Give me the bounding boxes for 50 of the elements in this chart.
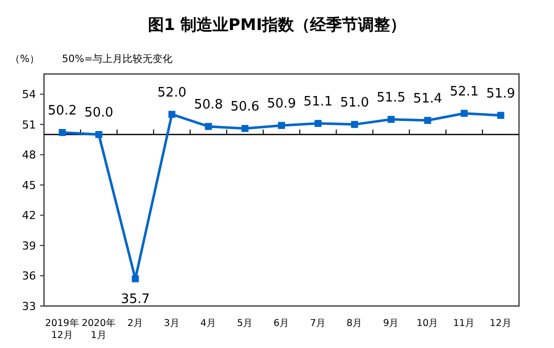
data-label: 51.4 — [413, 91, 442, 106]
data-label: 50.2 — [48, 104, 77, 119]
x-tick-label: 5月 — [236, 318, 253, 329]
y-tick-label: 33 — [22, 300, 36, 313]
point — [95, 131, 102, 138]
y-tick-label: 45 — [22, 178, 36, 192]
data-label: 52.0 — [157, 85, 186, 100]
y-tick-label: 36 — [22, 270, 36, 283]
y-tick-label: 39 — [22, 239, 36, 252]
y-axis-title: （%） — [10, 54, 40, 65]
y-tick-label: 54 — [22, 88, 36, 102]
chart-title: 图1 制造业PMI指数（经季节调整） — [148, 15, 406, 34]
data-label: 50.9 — [267, 96, 296, 112]
point — [497, 112, 504, 119]
data-label: 51.1 — [304, 94, 333, 110]
data-label: 50.0 — [84, 106, 114, 121]
x-tick-label: 7月 — [310, 318, 326, 329]
x-tick-label: 3月 — [164, 318, 180, 329]
x-tick-label: 9月 — [383, 318, 400, 329]
point — [278, 122, 285, 129]
point — [241, 124, 248, 132]
data-label: 51.5 — [376, 90, 406, 106]
point — [314, 120, 322, 127]
data-label: 35.7 — [120, 292, 150, 307]
y-tick-label: 48 — [22, 148, 36, 162]
point — [132, 275, 139, 282]
data-label: 51.0 — [340, 95, 370, 110]
point — [351, 120, 358, 128]
data-label: 52.1 — [450, 84, 479, 100]
y-tick-label: 42 — [22, 209, 36, 222]
point — [204, 122, 212, 130]
point — [460, 110, 468, 117]
data-label: 50.6 — [230, 99, 260, 114]
point — [388, 116, 395, 123]
data-label: 51.9 — [486, 86, 516, 102]
x-tick-label: 10月 — [416, 318, 439, 329]
x-tick-label: 6月 — [273, 318, 290, 329]
x-tick-label: 12月 — [490, 318, 512, 329]
x-tick-label: 4月 — [200, 318, 216, 329]
text: 50%=与上月比较无变化 — [62, 53, 173, 65]
y-tick-label: 51 — [22, 118, 36, 132]
point — [424, 116, 432, 124]
point — [168, 110, 176, 118]
x-tick-label: 2月 — [127, 318, 144, 329]
point — [58, 129, 66, 136]
x-tick-label: 2019年 12月 — [45, 317, 80, 341]
x-tick-label: 8月 — [346, 318, 363, 329]
x-tick-label: 11月 — [453, 318, 476, 329]
data-label: 50.8 — [194, 97, 223, 112]
x-tick-label: 2020年 1月 — [82, 317, 116, 341]
